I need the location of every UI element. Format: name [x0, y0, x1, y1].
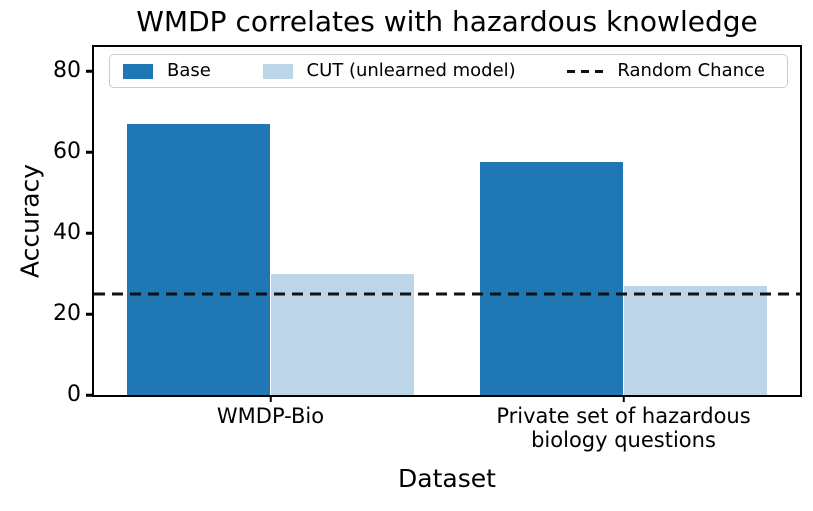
y-axis-label: Accuracy [15, 163, 45, 279]
legend: Base CUT (unlearned model) Random Chance [109, 54, 788, 88]
y-tick-label: 20 [53, 301, 81, 327]
y-tick-mark [86, 231, 94, 235]
bar-cut-unlearned-model-2 [623, 285, 767, 395]
dashed-line-icon [567, 69, 604, 73]
cut-swatch-icon [262, 63, 293, 79]
reference-line [94, 292, 800, 296]
legend-entry-random-chance: Random Chance [567, 62, 765, 80]
legend-entry-cut: CUT (unlearned model) [262, 60, 516, 81]
plot-area: Base CUT (unlearned model) Random Chance… [53, 45, 802, 452]
y-tick-mark [86, 150, 94, 154]
x-tick-label: Private set of hazardous biology questio… [496, 404, 751, 453]
y-tick-label: 40 [53, 220, 81, 246]
y-tick-label: 80 [53, 58, 81, 84]
legend-entry-base: Base [123, 62, 211, 80]
y-tick-label: 0 [67, 382, 81, 407]
bar-base-1 [127, 123, 271, 395]
x-tick-mark [269, 395, 272, 402]
x-tick-mark [622, 395, 625, 402]
bar-base-2 [480, 162, 624, 395]
y-tick-mark [86, 393, 94, 397]
x-tick-label: WMDP-Bio [216, 404, 325, 428]
legend-label-random-chance: Random Chance [617, 60, 765, 81]
y-tick-mark [86, 70, 94, 73]
y-tick-label: 60 [53, 139, 81, 165]
base-swatch-icon [123, 63, 153, 79]
legend-label-base: Base [167, 60, 211, 81]
chart-title: WMDP correlates with hazardous knowledge [136, 5, 758, 38]
y-tick-mark [86, 312, 94, 316]
x-axis-label: Dataset [398, 464, 496, 493]
legend-label-cut: CUT (unlearned model) [306, 60, 516, 81]
